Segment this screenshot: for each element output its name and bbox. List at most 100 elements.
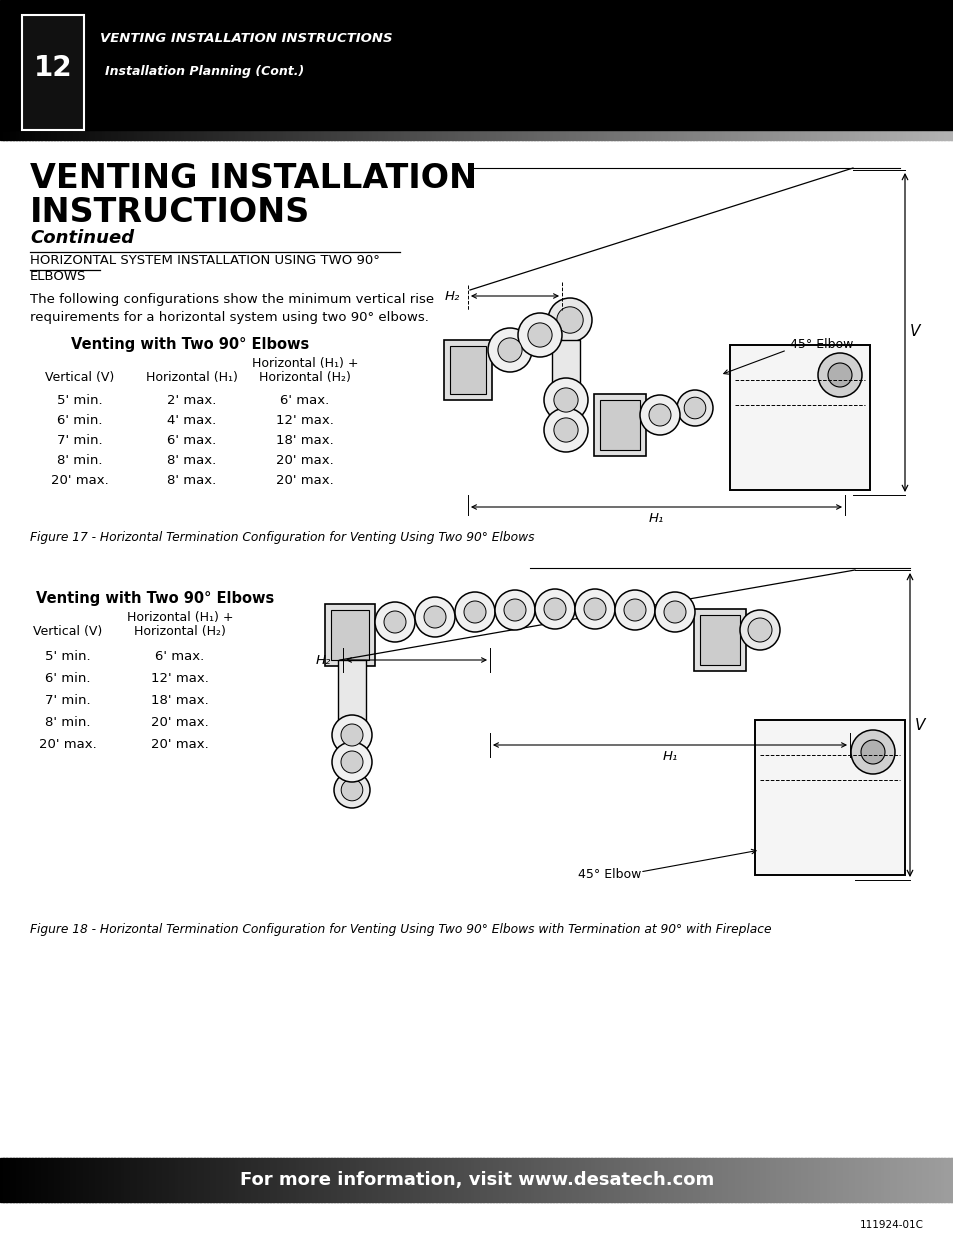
- Bar: [810, 130, 814, 140]
- Bar: [152, 130, 156, 140]
- Bar: [251, 130, 255, 140]
- Bar: [22, 130, 27, 140]
- Bar: [756, 1158, 760, 1202]
- Bar: [794, 130, 799, 140]
- Bar: [559, 1158, 563, 1202]
- Bar: [829, 130, 833, 140]
- Bar: [670, 130, 675, 140]
- Bar: [336, 1158, 341, 1202]
- Bar: [934, 1158, 938, 1202]
- Bar: [232, 1158, 236, 1202]
- Bar: [658, 1158, 661, 1202]
- Bar: [174, 130, 179, 140]
- Bar: [674, 1158, 678, 1202]
- Text: Horizontal (H₁): Horizontal (H₁): [146, 372, 237, 384]
- Bar: [295, 1158, 299, 1202]
- Bar: [450, 346, 485, 394]
- Bar: [305, 1158, 309, 1202]
- Circle shape: [495, 590, 535, 630]
- Bar: [188, 1158, 192, 1202]
- Bar: [591, 130, 595, 140]
- Bar: [677, 1158, 680, 1202]
- Bar: [534, 1158, 537, 1202]
- Bar: [89, 130, 93, 140]
- Bar: [836, 130, 840, 140]
- Bar: [95, 1158, 99, 1202]
- Bar: [889, 1158, 894, 1202]
- Bar: [664, 1158, 668, 1202]
- Bar: [108, 1158, 112, 1202]
- Bar: [353, 130, 356, 140]
- Bar: [826, 130, 830, 140]
- Bar: [146, 1158, 151, 1202]
- Bar: [235, 130, 239, 140]
- Bar: [721, 1158, 725, 1202]
- Bar: [73, 130, 77, 140]
- Bar: [498, 1158, 503, 1202]
- Bar: [599, 400, 639, 450]
- Bar: [689, 130, 694, 140]
- Bar: [753, 1158, 757, 1202]
- Bar: [855, 1158, 859, 1202]
- Bar: [651, 130, 656, 140]
- Bar: [426, 130, 430, 140]
- Bar: [169, 130, 172, 140]
- Bar: [257, 130, 261, 140]
- Bar: [607, 1158, 611, 1202]
- Text: Horizontal (H₂): Horizontal (H₂): [134, 625, 226, 638]
- Text: 20' max.: 20' max.: [151, 737, 209, 751]
- Bar: [117, 1158, 122, 1202]
- Text: requirements for a horizontal system using two 90° elbows.: requirements for a horizontal system usi…: [30, 310, 429, 324]
- Bar: [295, 130, 299, 140]
- Bar: [626, 1158, 630, 1202]
- Bar: [721, 130, 725, 140]
- Bar: [493, 1158, 497, 1202]
- Bar: [162, 130, 166, 140]
- Bar: [317, 130, 322, 140]
- Bar: [880, 130, 884, 140]
- Bar: [413, 1158, 417, 1202]
- Bar: [279, 1158, 284, 1202]
- Bar: [724, 130, 728, 140]
- Bar: [207, 130, 211, 140]
- Bar: [598, 130, 601, 140]
- Bar: [443, 340, 492, 400]
- Bar: [248, 1158, 252, 1202]
- Bar: [340, 1158, 344, 1202]
- Circle shape: [340, 724, 363, 746]
- Bar: [346, 1158, 351, 1202]
- Bar: [293, 1158, 296, 1202]
- Bar: [858, 130, 862, 140]
- Bar: [445, 130, 449, 140]
- Bar: [594, 1158, 598, 1202]
- Bar: [556, 130, 560, 140]
- Bar: [946, 130, 951, 140]
- Text: 20' max.: 20' max.: [275, 473, 334, 487]
- Bar: [355, 130, 360, 140]
- Bar: [822, 1158, 827, 1202]
- Bar: [54, 1158, 58, 1202]
- Text: H₁: H₁: [648, 513, 663, 526]
- Bar: [553, 130, 557, 140]
- Text: Horizontal (H₁) +: Horizontal (H₁) +: [127, 610, 233, 624]
- Bar: [133, 1158, 137, 1202]
- Bar: [880, 1158, 884, 1202]
- Bar: [362, 130, 366, 140]
- Text: 8' min.: 8' min.: [57, 453, 103, 467]
- Bar: [845, 1158, 849, 1202]
- Bar: [257, 1158, 261, 1202]
- Bar: [276, 1158, 280, 1202]
- Bar: [552, 340, 579, 395]
- Bar: [92, 130, 96, 140]
- Circle shape: [503, 599, 525, 621]
- Text: INSTRUCTIONS: INSTRUCTIONS: [30, 195, 310, 228]
- Text: 8' max.: 8' max.: [167, 453, 216, 467]
- Bar: [57, 1158, 61, 1202]
- Bar: [238, 1158, 242, 1202]
- Bar: [629, 130, 633, 140]
- Bar: [0, 130, 4, 140]
- Bar: [438, 1158, 442, 1202]
- Bar: [788, 130, 792, 140]
- Bar: [98, 130, 103, 140]
- Bar: [264, 1158, 268, 1202]
